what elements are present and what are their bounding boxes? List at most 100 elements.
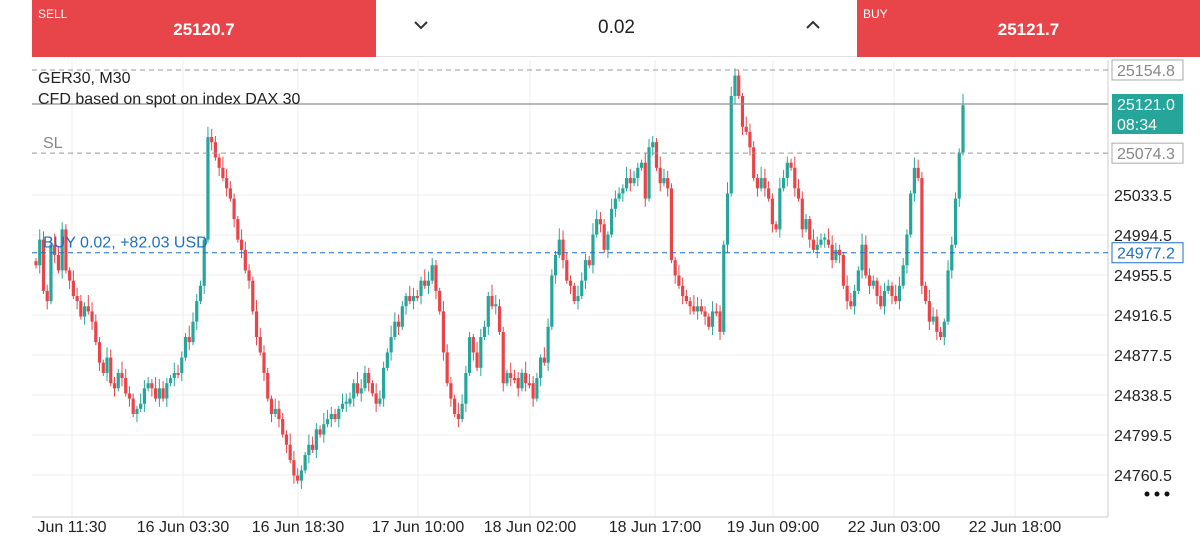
candle-body [617,193,621,199]
candle-body [927,301,931,322]
candle-body [568,280,573,286]
candle-body [389,337,393,353]
candle-body [875,280,879,297]
candle-body [187,337,191,343]
candle [864,235,868,279]
candle-body [882,290,887,307]
volume-value[interactable]: 0.02 [598,17,635,38]
candle-body [303,455,307,471]
candle [423,269,427,289]
candle [856,266,860,294]
candle [639,159,644,171]
candle [539,354,543,387]
candle [901,258,905,289]
candle [744,116,748,135]
candle-body [348,398,352,404]
candle [269,395,274,423]
candle-body [135,408,139,414]
candle-body [340,403,345,409]
candle-body [673,260,677,276]
candle-body [624,178,629,189]
candle [434,260,438,300]
candle [101,359,105,377]
candle-body [251,280,255,312]
candle-body [281,419,285,435]
candle-body [957,152,961,199]
sell-button[interactable]: SELL 25120.7 [32,0,376,57]
candle-body [583,260,588,281]
candle [647,139,651,202]
candle [97,337,102,371]
candle-body [75,296,79,302]
candle-body [367,372,371,384]
price-tick-label: 24877.5 [1114,348,1172,365]
candle-body [953,198,958,245]
candle [905,229,909,274]
candle-body [942,321,946,338]
candle [793,156,797,197]
candle [583,253,588,289]
sell-price: 25120.7 [173,20,235,39]
candle-body [722,244,726,332]
candle-body [213,142,218,158]
chevron-down-icon[interactable] [410,14,432,36]
candle-body [441,311,446,353]
candle [595,209,599,238]
candle-body [767,188,771,199]
candle [426,271,431,294]
buy-button[interactable]: BUY 25121.7 [857,0,1200,57]
candle-body [38,239,42,266]
candle [116,368,120,392]
candle [740,92,745,135]
more-options-icon[interactable] [1142,488,1172,500]
candle [935,309,939,341]
candle [699,299,703,315]
candle [296,468,300,484]
candle-body [621,188,625,194]
candle-body [808,219,812,240]
candle [894,284,898,305]
candle [318,425,322,438]
candle [288,433,292,464]
price-tick-label: 24916.5 [1114,308,1172,325]
candle-body [344,401,348,404]
candle [684,289,688,305]
candle [363,365,367,392]
candle-body [912,167,917,194]
candle [509,362,513,387]
candle-body [763,178,767,189]
candle [838,244,842,264]
candle [871,275,875,289]
price-levels: SL BUY 0.02, +82.03 USD [32,69,1108,254]
candle-body [557,239,561,255]
candle-body [636,167,640,179]
candle-body [849,301,853,307]
candle-body [333,413,337,420]
candle [853,284,857,315]
candle [243,241,247,274]
candle [819,233,823,248]
candle-body [845,285,849,302]
candle-body [729,96,733,194]
candle [382,361,386,407]
candle [565,252,569,284]
candle [576,285,580,310]
candle-body [325,419,330,425]
candle [370,380,375,397]
candle-body [352,383,356,399]
chevron-up-icon[interactable] [802,14,824,36]
candle [681,277,685,305]
candle [628,168,632,192]
candle [621,184,625,202]
candle-body [482,326,487,338]
candle-body [774,224,778,230]
candle [677,265,681,289]
candle-body [131,398,135,414]
candle-body [408,296,412,302]
candle [763,168,767,197]
candle-body [602,224,606,250]
candle [333,408,337,423]
candle [53,233,57,264]
candle-body [897,285,902,302]
